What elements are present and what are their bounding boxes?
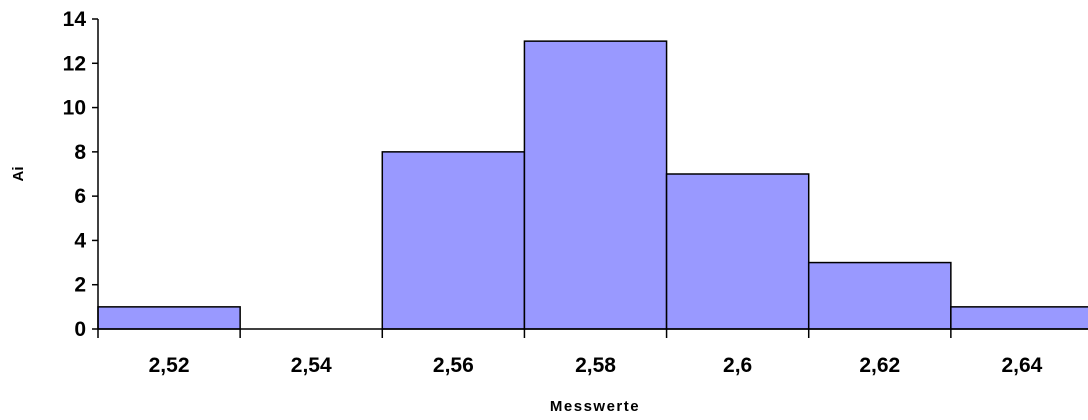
- y-tick-label: 14: [63, 8, 87, 31]
- y-axis-title: Ai: [10, 167, 27, 182]
- x-tick-label: 2,62: [859, 354, 900, 377]
- x-tick-label: 2,52: [149, 354, 190, 377]
- x-tick-label: 2,58: [575, 354, 616, 377]
- y-tick-label: 10: [63, 97, 86, 120]
- bar-2-52: [97, 306, 241, 330]
- x-axis-ticks: 2,52 2,54 2,56 2,58 2,6 2,62 2,64: [97, 329, 1043, 377]
- x-axis-title: Messwerte: [550, 398, 640, 415]
- x-tick-label: 2,6: [723, 354, 752, 377]
- y-tick-label: 2: [74, 274, 86, 297]
- y-tick-label: 8: [74, 141, 86, 164]
- y-tick-label: 6: [74, 185, 86, 208]
- x-tick-label: 2,56: [433, 354, 474, 377]
- bar-2-64: [950, 306, 1088, 330]
- bar-2-56: [381, 151, 526, 330]
- x-tick-label: 2,54: [291, 354, 332, 377]
- bar-2-62: [807, 261, 952, 330]
- bar-2-58: [523, 40, 668, 330]
- y-axis-ticks: 0 2 4 6 8 10 12 14: [63, 8, 98, 341]
- x-tick-label: 2,64: [1001, 354, 1042, 377]
- y-tick-label: 4: [74, 229, 86, 252]
- bars-group: [97, 40, 1088, 330]
- bar-2-6: [665, 173, 810, 330]
- y-tick-label: 12: [63, 52, 86, 75]
- y-tick-label: 0: [74, 318, 86, 341]
